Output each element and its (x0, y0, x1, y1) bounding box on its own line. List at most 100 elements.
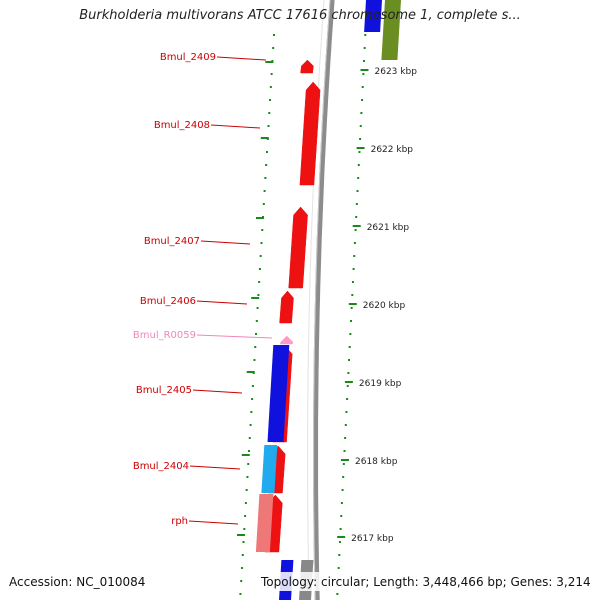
inner-tick-dot (245, 489, 248, 491)
kbp-label: 2620 kbp (363, 301, 406, 311)
gene-leader-line (200, 240, 251, 245)
inner-tick-dot (270, 73, 273, 75)
inner-tick-dot (261, 229, 264, 231)
inner-tick-dot (241, 554, 244, 556)
inner-tick-dash (246, 371, 255, 373)
inner-tick-dot (260, 242, 263, 244)
outer-tick-dot (360, 112, 363, 114)
inner-tick-dot (249, 424, 252, 426)
inner-tick-dot (258, 268, 261, 270)
outer-tick-dot (339, 528, 342, 530)
inner-tick-dot (272, 34, 275, 36)
gene-bmul-2405-outer (267, 345, 290, 442)
inner-tick-dash (241, 454, 250, 456)
inner-tick-dot (272, 47, 275, 49)
inner-tick-dash (236, 534, 245, 536)
gene-bmul-2409 (300, 59, 314, 74)
outer-olive-gene (381, 0, 401, 60)
outer-tick-dot (357, 177, 360, 179)
inner-tick-dot (262, 203, 265, 205)
inner-tick-dash (265, 61, 274, 63)
outer-tick-dot (338, 541, 341, 543)
gene-leader-line (216, 56, 267, 61)
outer-tick-dot (356, 190, 359, 192)
gene-leader-line (189, 465, 241, 470)
inner-tick-dot (269, 86, 272, 88)
inner-tick-dot (243, 528, 246, 530)
genome-summary-text: Topology: circular; Length: 3,448,466 bp… (261, 575, 591, 589)
inner-tick-dot (257, 294, 260, 296)
inner-tick-dot (253, 359, 256, 361)
outer-tick-dot (342, 463, 345, 465)
outer-tick-dot (361, 86, 364, 88)
inner-tick-dot (263, 190, 266, 192)
outer-tick-dot (355, 216, 358, 218)
gene-label: Bmul_R0059 (133, 330, 196, 341)
outer-tick-dot (350, 307, 353, 309)
outer-tick-dash (337, 536, 346, 538)
backbone-highlight (313, 0, 331, 600)
outer-tick-dash (341, 459, 349, 461)
inner-tick-dot (254, 346, 257, 348)
inner-tick-dash (260, 137, 269, 139)
outer-tick-dot (351, 294, 354, 296)
outer-tick-dot (349, 333, 352, 335)
accession-text: Accession: NC_010084 (9, 575, 146, 589)
gene-features (255, 0, 401, 600)
outer-tick-dot (363, 47, 366, 49)
outer-tick-dot (357, 164, 360, 166)
outer-tick-dash (356, 147, 365, 149)
outer-tick-dot (343, 450, 346, 452)
outer-blue-gene (364, 0, 382, 32)
outer-tick-dot (340, 515, 343, 517)
outer-tick-dot (336, 593, 339, 595)
tick-marks (236, 34, 369, 595)
kbp-label: 2622 kbp (371, 145, 414, 155)
inner-tick-dash (255, 217, 264, 219)
backbone-line (313, 0, 335, 600)
outer-tick-dash (352, 225, 361, 227)
gene-bmul-r0059 (280, 335, 294, 345)
outer-tick-dot (351, 281, 354, 283)
gene-bmul-2404-outer (261, 445, 278, 493)
kbp-label: 2618 kbp (355, 457, 398, 467)
outer-tick-dot (359, 125, 362, 127)
inner-tick-dot (251, 385, 254, 387)
inner-tick-dot (256, 307, 259, 309)
outer-tick-dot (359, 138, 362, 140)
gene-leader-line (210, 124, 261, 129)
inner-tick-dot (240, 567, 243, 569)
outer-tick-dot (352, 268, 355, 270)
gene-labels: Bmul_2409 Bmul_2408 Bmul_2407 Bmul_2406 Bmul… (133, 52, 273, 527)
outer-tick-dot (340, 502, 343, 504)
inner-tick-dot (244, 515, 247, 517)
outer-tick-dot (348, 346, 351, 348)
gene-label: Bmul_2405 (136, 385, 192, 396)
inner-tick-dot (268, 112, 271, 114)
inner-tick-dot (244, 502, 247, 504)
outer-tick-dot (353, 242, 356, 244)
kbp-label: 2617 kbp (351, 534, 394, 544)
outer-tick-dot (361, 99, 364, 101)
map-title: Burkholderia multivorans ATCC 17616 chro… (79, 8, 521, 23)
outer-tick-dot (342, 476, 345, 478)
inner-tick-dot (258, 281, 261, 283)
inner-tick-dot (239, 593, 242, 595)
inner-tick-dot (247, 463, 250, 465)
gene-rph-outer (255, 494, 274, 552)
outer-tick-dot (347, 372, 350, 374)
inner-tick-dot (248, 450, 250, 452)
kbp-labels: 2623 kbp 2622 kbp 2621 kbp 2620 kbp 2619 kbp… (351, 67, 417, 544)
outer-tick-dot (363, 60, 365, 62)
outer-tick-dash (360, 69, 369, 71)
gene-leader-line (196, 300, 248, 305)
gene-label: Bmul_2404 (133, 461, 189, 472)
gene-label: rph (171, 516, 188, 527)
kbp-label: 2623 kbp (375, 67, 418, 77)
gene-bmul-2408 (299, 81, 321, 186)
inner-tick-dot (265, 164, 268, 166)
outer-tick-dot (350, 320, 352, 322)
outer-tick-dot (362, 73, 365, 75)
inner-tick-dash (251, 297, 260, 299)
